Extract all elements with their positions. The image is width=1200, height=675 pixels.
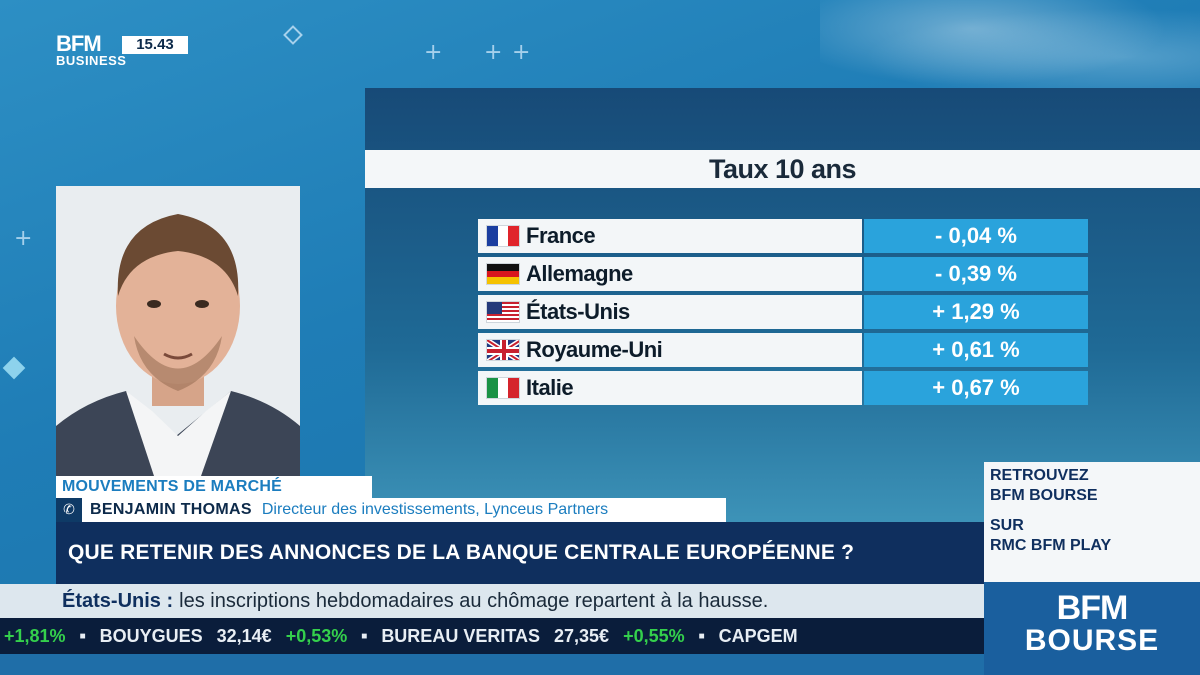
rate-value: + 0,67 % xyxy=(864,371,1088,405)
country-label: Italie xyxy=(526,375,574,400)
stock-ticker: +1,81% ■ BOUYGUES 32,14€ +0,53% ■ BUREAU… xyxy=(0,618,984,654)
table-row: Allemagne - 0,39 % xyxy=(478,257,1088,291)
ticker-separator-icon: ■ xyxy=(79,630,86,642)
country-label: Royaume-Uni xyxy=(526,337,663,362)
news-country: États-Unis : xyxy=(62,589,174,612)
diamond-filled-decoration xyxy=(2,356,26,380)
country-cell: États-Unis xyxy=(478,295,862,329)
brand-line: BOURSE xyxy=(1024,624,1160,657)
clock: 15.43 xyxy=(122,36,188,54)
de-flag-icon xyxy=(486,263,520,285)
promo-line: RMC BFM PLAY xyxy=(990,537,1112,554)
country-label: Allemagne xyxy=(526,261,633,286)
us-flag-icon xyxy=(486,301,520,323)
logo-sub-text: BUSINESS xyxy=(56,53,127,68)
ticker-change: +0,53% xyxy=(285,625,348,646)
guest-bar: ✆ BENJAMIN THOMAS Directeur des investis… xyxy=(56,498,726,522)
promo-line: RETROUVEZ xyxy=(990,467,1089,484)
country-label: France xyxy=(526,223,596,248)
ticker-price: 32,14€ xyxy=(216,625,272,646)
rate-value: - 0,39 % xyxy=(864,257,1088,291)
country-label: États-Unis xyxy=(526,299,630,324)
ticker-separator-icon: ■ xyxy=(698,630,705,642)
guest-photo xyxy=(56,186,300,476)
news-text: les inscriptions hebdomadaires au chômag… xyxy=(179,589,769,612)
ticker-bottom-strip xyxy=(0,654,984,675)
country-cell: Allemagne xyxy=(478,257,862,291)
promo-line: SUR xyxy=(990,517,1024,534)
ticker-price: 27,35€ xyxy=(554,625,610,646)
rate-value: + 1,29 % xyxy=(864,295,1088,329)
phone-icon: ✆ xyxy=(56,498,82,522)
ticker-symbol: BOUYGUES xyxy=(99,625,203,646)
headline: QUE RETENIR DES ANNONCES DE LA BANQUE CE… xyxy=(56,522,984,584)
sparkle-icon: + xyxy=(14,226,33,251)
ticker-separator-icon: ■ xyxy=(361,630,368,642)
rate-value: + 0,61 % xyxy=(864,333,1088,367)
fr-flag-icon xyxy=(486,225,520,247)
diamond-outline-decoration xyxy=(283,25,303,45)
rate-value: - 0,04 % xyxy=(864,219,1088,253)
ticker-symbol: BUREAU VERITAS xyxy=(381,625,540,646)
background-clouds xyxy=(820,0,1200,95)
sparkle-icon: + xyxy=(424,40,443,65)
promo-line: BFM BOURSE xyxy=(990,487,1098,504)
country-cell: Royaume-Uni xyxy=(478,333,862,367)
ticker-change: +1,81% xyxy=(4,625,66,646)
section-label: MOUVEMENTS DE MARCHÉ xyxy=(56,476,372,498)
country-cell: France xyxy=(478,219,862,253)
brand-line: BFM xyxy=(1056,589,1129,627)
channel-logo: BFM BUSINESS xyxy=(56,31,127,68)
country-cell: Italie xyxy=(478,371,862,405)
guest-portrait-image xyxy=(56,186,300,476)
ticker-symbol: CAPGEM xyxy=(718,625,798,646)
ticker-change: +0,55% xyxy=(623,625,685,646)
table-row: États-Unis + 1,29 % xyxy=(478,295,1088,329)
sparkle-icon: + xyxy=(512,40,531,65)
sparkle-icon: + xyxy=(484,40,503,65)
chart-title: Taux 10 ans xyxy=(365,150,1200,188)
table-row: Royaume-Uni + 0,61 % xyxy=(478,333,1088,367)
uk-flag-icon xyxy=(486,339,520,361)
guest-role: Directeur des investissements, Lynceus P… xyxy=(261,501,609,518)
table-row: France - 0,04 % xyxy=(478,219,1088,253)
guest-name: BENJAMIN THOMAS xyxy=(90,501,252,518)
it-flag-icon xyxy=(486,377,520,399)
table-row: Italie + 0,67 % xyxy=(478,371,1088,405)
promo-box: RETROUVEZ BFM BOURSE SUR RMC BFM PLAY xyxy=(984,462,1200,582)
bfm-bourse-logo: BFM BOURSE xyxy=(984,582,1200,675)
logo-main-text: BFM xyxy=(56,31,102,56)
news-crawl: États-Unis : les inscriptions hebdomadai… xyxy=(0,584,984,618)
